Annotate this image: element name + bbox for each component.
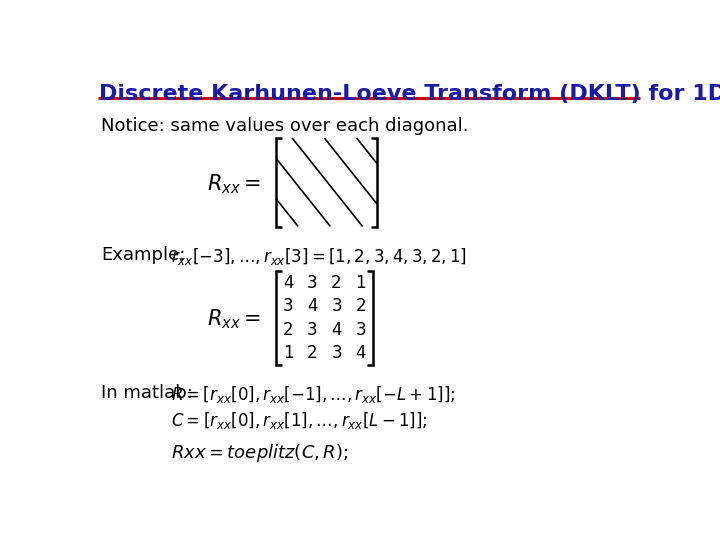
Text: 3: 3 bbox=[283, 298, 294, 315]
Text: 4: 4 bbox=[331, 321, 342, 339]
Text: 4: 4 bbox=[307, 298, 318, 315]
Text: 1: 1 bbox=[356, 274, 366, 292]
Text: 4: 4 bbox=[356, 345, 366, 362]
Text: $C=[r_{xx}[0],r_{xx}[1],\ldots,r_{xx}[L-1]];$: $C=[r_{xx}[0],r_{xx}[1],\ldots,r_{xx}[L-… bbox=[171, 410, 428, 431]
Text: $R_{xx}=$: $R_{xx}=$ bbox=[207, 172, 261, 196]
Text: 1: 1 bbox=[283, 345, 294, 362]
Text: 4: 4 bbox=[283, 274, 293, 292]
Text: $R_{xx}=$: $R_{xx}=$ bbox=[207, 307, 261, 330]
Text: 2: 2 bbox=[331, 274, 342, 292]
Text: Notice: same values over each diagonal.: Notice: same values over each diagonal. bbox=[101, 117, 468, 135]
Text: 3: 3 bbox=[356, 321, 366, 339]
Text: In matlab:: In matlab: bbox=[101, 384, 193, 402]
Text: 2: 2 bbox=[307, 345, 318, 362]
Text: 3: 3 bbox=[307, 321, 318, 339]
Text: $Rxx=toeplitz(C,R);$: $Rxx=toeplitz(C,R);$ bbox=[171, 442, 348, 464]
Text: Example:: Example: bbox=[101, 246, 185, 264]
Text: 3: 3 bbox=[331, 298, 342, 315]
Text: 2: 2 bbox=[356, 298, 366, 315]
Text: $R=[r_{xx}[0],r_{xx}[-1],\ldots,r_{xx}[-L+1]];$: $R=[r_{xx}[0],r_{xx}[-1],\ldots,r_{xx}[-… bbox=[171, 384, 456, 406]
Text: 3: 3 bbox=[331, 345, 342, 362]
Text: 2: 2 bbox=[283, 321, 294, 339]
Text: $r_{xx}[-3],\ldots,r_{xx}[3]=[1,2,3,4,3,2,1]$: $r_{xx}[-3],\ldots,r_{xx}[3]=[1,2,3,4,3,… bbox=[171, 246, 467, 267]
Text: 3: 3 bbox=[307, 274, 318, 292]
Text: Discrete Karhunen-Loeve Transform (DKLT) for 1D Signals: Discrete Karhunen-Loeve Transform (DKLT)… bbox=[99, 84, 720, 104]
